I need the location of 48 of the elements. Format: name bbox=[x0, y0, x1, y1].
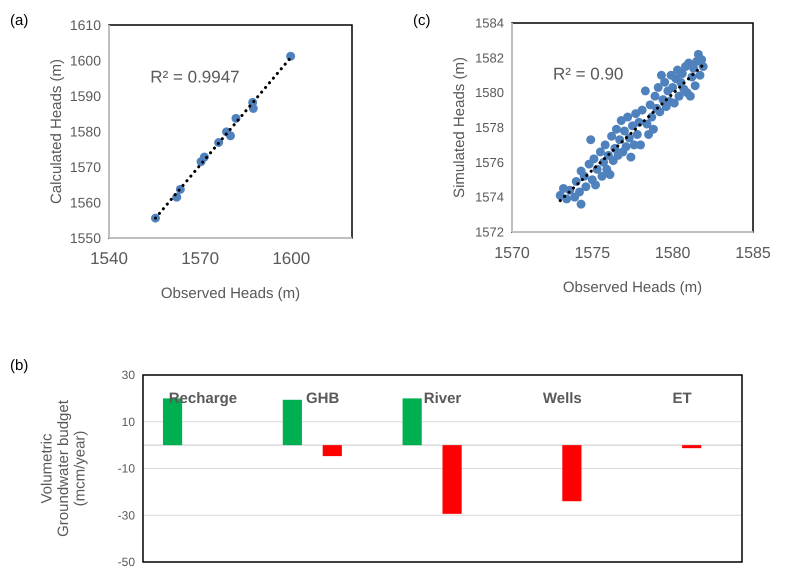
y-tick-label: 1580 bbox=[475, 85, 504, 100]
y-tick-label: -30 bbox=[118, 508, 136, 522]
y-tick-label: 1590 bbox=[70, 88, 102, 104]
bar bbox=[402, 398, 422, 446]
x-tick-label: Recharge bbox=[168, 390, 238, 407]
y-tick-label: 1610 bbox=[70, 16, 102, 33]
x-tick-label: 1540 bbox=[90, 249, 128, 268]
x-tick-label: ET bbox=[672, 390, 692, 407]
x-tick-label: 1580 bbox=[654, 245, 691, 262]
y-tick-label: 1584 bbox=[475, 16, 504, 31]
y-tick-label: -50 bbox=[118, 555, 136, 570]
bar bbox=[682, 445, 702, 448]
y-tick-label: 1582 bbox=[475, 50, 504, 66]
y-tick-label: 1580 bbox=[70, 123, 102, 140]
y-tick-label: 1578 bbox=[475, 120, 504, 136]
annotation: R² = 0.90 bbox=[552, 64, 624, 84]
x-axis-title: Observed Heads (m) bbox=[160, 285, 300, 302]
y-axis-title: Calculated Heads (m) bbox=[48, 58, 65, 204]
y-axis-title: Simulated Heads (m) bbox=[451, 57, 468, 198]
y-tick-label: 1572 bbox=[475, 224, 504, 240]
x-tick-label: 1575 bbox=[574, 245, 610, 262]
y-axis-title: Volumetric Groundwater budget (mcm/year) bbox=[38, 399, 88, 537]
y-tick-label: 1560 bbox=[70, 194, 102, 210]
x-axis-title: Observed Heads (m) bbox=[562, 279, 702, 296]
x-tick-label: GHB bbox=[306, 390, 340, 407]
bar bbox=[562, 445, 582, 502]
y-tick-label: 1574 bbox=[475, 190, 504, 205]
bar bbox=[442, 445, 462, 514]
y-tick-label: 1550 bbox=[70, 230, 102, 246]
y-tick-label: 10 bbox=[122, 414, 136, 429]
y-tick-label: 1576 bbox=[475, 154, 504, 170]
y-tick-label: -10 bbox=[118, 462, 136, 476]
chart-title: (c) bbox=[413, 12, 430, 29]
y-tick-label: 30 bbox=[122, 368, 136, 382]
point bbox=[226, 131, 235, 140]
annotation: R² = 0.9947 bbox=[150, 68, 240, 87]
bar bbox=[322, 445, 342, 456]
x-tick-label: Wells bbox=[542, 390, 582, 407]
y-tick-label: 1570 bbox=[70, 158, 102, 175]
chart-title: (a) bbox=[10, 12, 28, 29]
x-tick-label: 1570 bbox=[494, 245, 530, 262]
text: (b) bbox=[10, 357, 28, 374]
x-tick-label: 1600 bbox=[272, 249, 310, 268]
x-tick-label: 1585 bbox=[735, 245, 771, 262]
x-tick-label: 1570 bbox=[181, 249, 220, 268]
x-tick-label: River bbox=[424, 390, 462, 407]
y-tick-label: 1600 bbox=[70, 52, 102, 68]
bar bbox=[282, 400, 302, 446]
